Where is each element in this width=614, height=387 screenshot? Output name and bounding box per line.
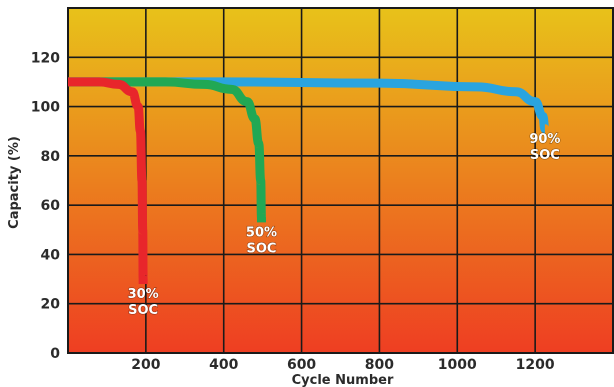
grid-lines (67, 7, 614, 354)
plot-background (68, 8, 613, 353)
series-line-30-soc (67, 77, 148, 284)
x-tick-label: 1000 (438, 357, 477, 373)
y-axis-label: Capacity (%) (7, 136, 22, 229)
series-label-line: 30% (128, 287, 159, 302)
x-axis-label: Cycle Number (292, 373, 394, 387)
y-tick-label: 20 (41, 297, 61, 313)
x-tick-label: 1200 (516, 357, 555, 373)
y-tick-label: 40 (41, 247, 61, 263)
tick-labels: 200 400 600 800 1000 1200 0 20 40 60 80 100 120 (31, 50, 555, 373)
y-tick-label: 60 (41, 198, 61, 214)
series-label-50-soc: 50%SOC (245, 225, 277, 257)
series-label-30-soc: 30%SOC (127, 286, 159, 318)
series-line-90-soc (67, 77, 550, 134)
x-tick-label: 400 (209, 357, 238, 373)
y-tick-label: 80 (41, 149, 61, 165)
series-label-line: 90% (529, 132, 560, 147)
y-tick-label: 120 (31, 50, 60, 66)
series-line-50-soc (67, 77, 266, 223)
x-tick-label: 800 (365, 357, 394, 373)
series-lines (67, 77, 550, 284)
series-label-line: 50% (246, 225, 277, 240)
x-tick-label: 600 (287, 357, 316, 373)
series-label-line: SOC (246, 241, 276, 256)
y-tick-label: 0 (50, 346, 60, 362)
series-label-line: SOC (530, 148, 560, 163)
y-tick-label: 100 (31, 100, 60, 116)
series-label-90-soc: 90%SOC (529, 131, 561, 163)
plot-frame (67, 7, 614, 354)
series-label-line: SOC (128, 303, 158, 318)
x-tick-label: 200 (131, 357, 160, 373)
